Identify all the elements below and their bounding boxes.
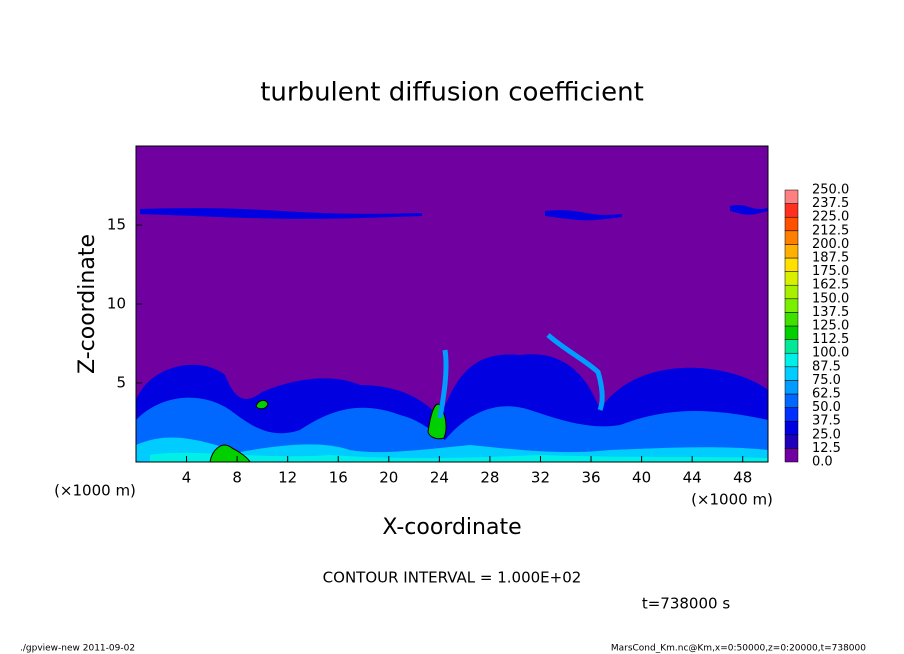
x-tick-label: 16: [329, 469, 348, 487]
colorbar-swatch: [784, 366, 799, 381]
x-tick-label: 32: [531, 469, 550, 487]
colorbar-label: 212.5: [812, 223, 849, 238]
x-tick-label: 44: [683, 469, 702, 487]
x-tick-label: 8: [232, 469, 242, 487]
colorbar-swatch: [784, 325, 799, 340]
colorbar-swatch: [784, 271, 799, 286]
colorbar-label: 87.5: [812, 359, 841, 374]
colorbar-swatch: [784, 189, 799, 204]
field-region: [546, 333, 605, 411]
colorbar-swatch: [784, 203, 799, 218]
field-region: [136, 437, 768, 462]
colorbar-label: 37.5: [812, 414, 841, 429]
y-tick-label: 5: [116, 374, 126, 392]
x-axis-label: X-coordinate: [382, 515, 521, 540]
x-tick-label: 12: [278, 469, 297, 487]
x-tick-label: 4: [182, 469, 192, 487]
colorbar-label: 150.0: [812, 291, 849, 306]
colorbar-swatch: [784, 284, 799, 300]
colorbar-swatch: [784, 257, 799, 272]
x-tick-label: 36: [581, 469, 600, 487]
colorbar-label: 125.0: [812, 319, 849, 334]
colorbar-label: 250.0: [812, 183, 849, 198]
colorbar-label: 25.0: [812, 427, 841, 442]
colorbar-label: 112.5: [812, 332, 849, 347]
field-region: [255, 399, 269, 410]
y-unit-label: (×1000 m): [54, 482, 136, 500]
x-tick-label: 24: [430, 469, 449, 487]
colorbar-swatch: [784, 393, 799, 408]
colorbar-swatch: [784, 230, 799, 245]
colorbar-label: 50.0: [812, 400, 841, 415]
footer-right: MarsCond_Km.nc@Km,x=0:50000,z=0:20000,t=…: [611, 644, 866, 654]
colorbar-label: 137.5: [812, 305, 849, 320]
footer-left: ./gpview-new 2011-09-02: [20, 644, 135, 654]
colorbar-label: 0.0: [812, 455, 833, 470]
x-tick-label: 40: [632, 469, 651, 487]
colorbar-swatch: [784, 448, 799, 463]
field-region: [545, 210, 622, 221]
x-tick-label: 20: [379, 469, 398, 487]
x-unit-label: (×1000 m): [691, 491, 773, 509]
y-axis-label: Z-coordinate: [75, 234, 100, 374]
field: [135, 145, 769, 463]
colorbar-label: 237.5: [812, 196, 849, 211]
field-regions: [136, 205, 768, 462]
field-region: [209, 444, 251, 462]
y-tick-label: 10: [107, 295, 126, 313]
colorbar-swatch: [784, 298, 799, 313]
field-region: [140, 208, 422, 219]
colorbar-swatch: [784, 380, 799, 395]
colorbar-swatch: [784, 216, 799, 232]
colorbar-swatch: [784, 352, 799, 368]
y-tick-label: 15: [107, 216, 126, 234]
field-region: [437, 349, 449, 419]
field-region: [730, 205, 768, 215]
colorbar-swatch: [784, 312, 799, 327]
x-tick-label: 28: [480, 469, 499, 487]
colorbar-label: 200.0: [812, 237, 849, 252]
contour-note: CONTOUR INTERVAL = 1.000E+02: [323, 569, 582, 587]
time-label: t=738000 s: [642, 595, 730, 613]
chart-title: turbulent diffusion coefficient: [260, 78, 644, 108]
x-tick-label: 48: [733, 469, 752, 487]
colorbar-swatch: [784, 407, 799, 422]
colorbar-label: 175.0: [812, 264, 849, 279]
colorbar-swatch: [784, 244, 799, 259]
colorbar-swatch: [784, 434, 799, 449]
colorbar-label: 162.5: [812, 278, 849, 293]
colorbar-label: 12.5: [812, 441, 841, 456]
colorbar-label: 75.0: [812, 373, 841, 388]
colorbar-label: 225.0: [812, 210, 849, 225]
colorbar-label: 187.5: [812, 251, 849, 266]
colorbar-swatch: [784, 339, 799, 354]
colorbar-label: 62.5: [812, 387, 841, 402]
field-region: [150, 452, 768, 462]
colorbar-swatch: [784, 420, 799, 436]
colorbar-label: 100.0: [812, 346, 849, 361]
